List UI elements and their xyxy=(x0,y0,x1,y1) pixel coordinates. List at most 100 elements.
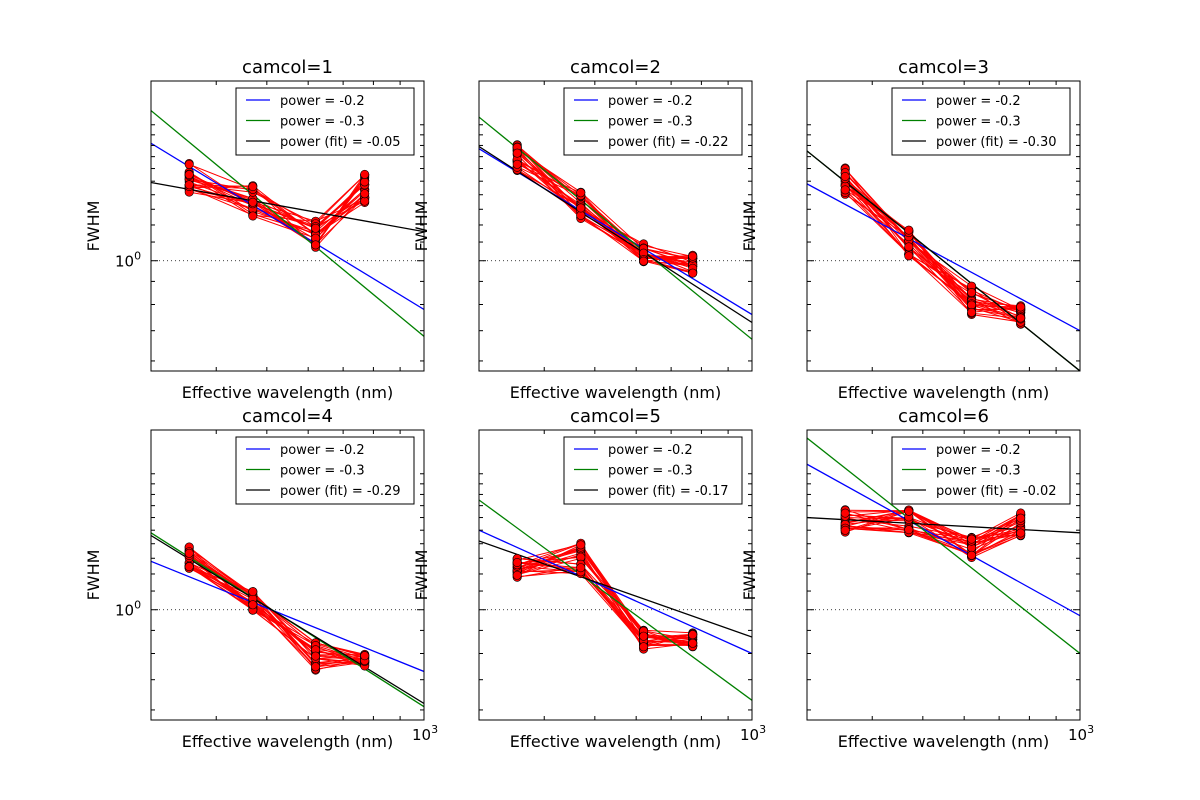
legend-label-3: power (fit) = -0.02 xyxy=(936,484,1057,499)
data-trace-22 xyxy=(188,551,365,668)
data-point xyxy=(639,256,649,266)
data-trace-18 xyxy=(189,184,365,228)
data-point xyxy=(688,630,698,640)
power-0.3-line xyxy=(151,110,424,337)
y-axis-label: FWHM xyxy=(412,550,431,601)
data-point xyxy=(688,638,698,648)
data-traces xyxy=(188,163,366,249)
legend-label-2: power = -0.3 xyxy=(280,115,365,130)
data-point xyxy=(576,203,586,213)
legend-box xyxy=(891,436,1071,505)
legend-label-2: power = -0.3 xyxy=(280,464,365,479)
y-ticks xyxy=(807,473,1080,711)
data-trace-13 xyxy=(844,168,1021,323)
data-traces xyxy=(844,167,1021,325)
legend-box xyxy=(235,436,415,505)
legend: power = -0.2 power = -0.3 power (fit) = -0… xyxy=(891,436,1071,505)
legend-label-1: power = -0.2 xyxy=(280,443,365,458)
legend: power = -0.2 power = -0.3 power (fit) = -0… xyxy=(891,87,1071,156)
subplot-1: 100 camcol=1 Effective wavelength (nm) FWHM… xyxy=(84,57,425,402)
x-ticks xyxy=(150,430,425,720)
data-point xyxy=(184,562,194,572)
data-trace-5 xyxy=(188,550,365,655)
y-ticks xyxy=(479,124,752,362)
data-point xyxy=(248,182,258,192)
axes-frame xyxy=(478,429,753,721)
power-0.2-line xyxy=(807,463,1080,617)
y-ticks xyxy=(151,124,424,362)
legend-label-1: power = -0.2 xyxy=(608,94,693,109)
x-axis-label: Effective wavelength (nm) xyxy=(182,732,393,751)
legend-label-1: power = -0.2 xyxy=(936,443,1021,458)
legend-label-3: power (fit) = -0.22 xyxy=(608,135,729,150)
x-axis-label: Effective wavelength (nm) xyxy=(838,732,1049,751)
data-point xyxy=(576,540,586,550)
x-axis-label: Effective wavelength (nm) xyxy=(510,383,721,402)
subplot-2: camcol=2 Effective wavelength (nm) FWHM pow… xyxy=(412,57,753,402)
data-point xyxy=(576,563,586,573)
data-trace-21 xyxy=(845,509,1021,549)
y-axis-label: FWHM xyxy=(740,201,759,252)
data-point xyxy=(904,225,914,235)
subplot-title: camcol=2 xyxy=(570,57,661,78)
power-0.2-line xyxy=(479,529,752,655)
axes-frame xyxy=(806,80,1081,372)
data-trace-21 xyxy=(517,542,693,643)
data-point xyxy=(904,525,914,535)
data-trace-3 xyxy=(516,147,693,260)
data-trace-9 xyxy=(517,565,693,639)
data-markers xyxy=(840,163,1026,329)
data-trace-23 xyxy=(844,189,1021,310)
data-point xyxy=(248,211,258,221)
data-markers xyxy=(184,159,370,252)
data-point xyxy=(840,185,850,195)
legend-label-2: power = -0.3 xyxy=(936,115,1021,130)
axes-frame xyxy=(150,80,425,372)
data-point xyxy=(967,287,977,297)
data-point xyxy=(639,631,649,641)
data-point xyxy=(1016,528,1026,538)
legend-label-3: power (fit) = -0.05 xyxy=(280,135,401,150)
y-tick-label: 100 xyxy=(115,250,141,271)
data-point xyxy=(1016,302,1026,312)
data-point xyxy=(967,550,977,560)
power-0.2-line xyxy=(151,142,424,311)
power-fit-line xyxy=(479,540,752,638)
subplot-title: camcol=6 xyxy=(898,406,989,427)
data-trace-19 xyxy=(188,546,365,662)
y-axis-label: FWHM xyxy=(84,201,103,252)
data-trace-22 xyxy=(845,520,1021,542)
data-traces xyxy=(188,546,365,671)
legend-label-3: power (fit) = -0.30 xyxy=(936,135,1057,150)
y-axis-label: FWHM xyxy=(84,550,103,601)
data-point xyxy=(512,159,522,169)
data-point xyxy=(360,651,370,661)
power-0.2-line xyxy=(151,560,424,673)
subplot-4: 100 103 camcol=4 Effective wavelength (nm) F… xyxy=(84,406,438,751)
data-trace-1 xyxy=(844,169,1021,314)
data-trace-21 xyxy=(516,154,693,259)
data-trace-9 xyxy=(516,146,693,263)
data-point xyxy=(576,188,586,198)
data-point xyxy=(1016,313,1026,323)
data-point xyxy=(512,570,522,580)
subplot-title: camcol=3 xyxy=(898,57,989,78)
legend-label-2: power = -0.3 xyxy=(608,464,693,479)
data-trace-12 xyxy=(188,567,365,662)
data-point xyxy=(311,223,321,233)
data-trace-24 xyxy=(189,174,366,246)
axes-frame xyxy=(150,429,425,721)
data-trace-19 xyxy=(516,147,693,273)
data-trace-15 xyxy=(188,546,365,665)
subplot-title: camcol=1 xyxy=(242,57,333,78)
data-point xyxy=(904,506,914,516)
legend-label-3: power (fit) = -0.17 xyxy=(608,484,729,499)
data-trace-19 xyxy=(845,514,1022,554)
data-point xyxy=(688,251,698,261)
legend-label-1: power = -0.2 xyxy=(280,94,365,109)
legend-box xyxy=(563,87,743,156)
data-point xyxy=(688,268,698,278)
data-traces xyxy=(516,144,693,274)
power-0.3-line xyxy=(807,437,1080,655)
data-trace-15 xyxy=(844,176,1021,317)
